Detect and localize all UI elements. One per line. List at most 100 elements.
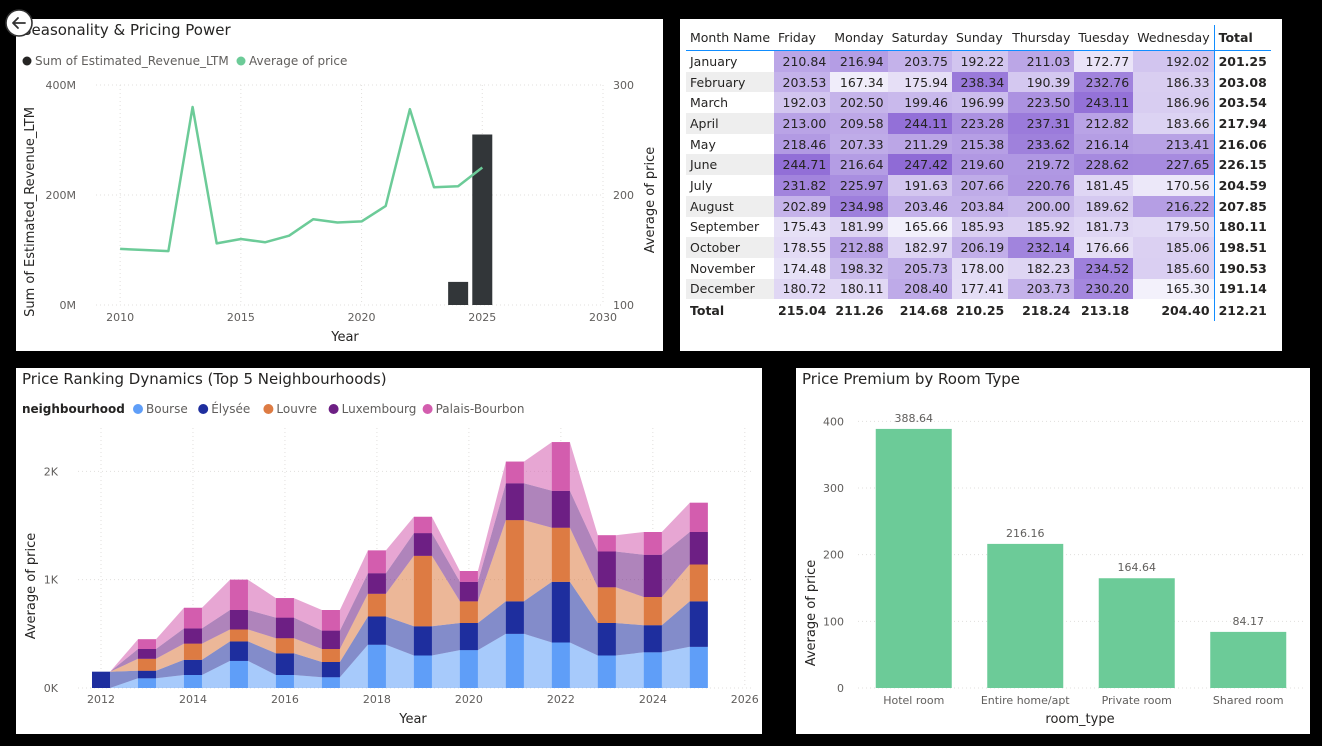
chart1-ylabel-right: Average of price: [643, 147, 658, 254]
area-segment-3-2018: [367, 573, 386, 594]
matrix-cell: 216.14: [1074, 133, 1134, 155]
matrix-cell: 215.38: [951, 133, 1009, 155]
area-segment-3-2021: [505, 483, 524, 521]
matrix-col-header[interactable]: Tuesday: [1078, 30, 1130, 45]
legend-title-neighbourhood: neighbourhood: [22, 402, 125, 416]
matrix-row: October 178.55 212.88 182.97 206.19 232.14 176…: [686, 237, 1271, 258]
matrix-cell: 218.46: [774, 133, 831, 155]
matrix-cell: 182.23: [1008, 257, 1075, 279]
area-segment-0-2020: [459, 650, 478, 688]
chart3-ytick: 0K: [44, 682, 59, 695]
matrix-cell: 203.73: [1008, 278, 1075, 300]
matrix-cell: 203.75: [887, 50, 952, 72]
matrix-row-total: 190.53: [1218, 260, 1267, 276]
chart4-xtick-3: Shared room: [1213, 694, 1284, 707]
matrix-cell: 202.89: [774, 195, 831, 217]
chart3-ytick: 1K: [44, 574, 59, 587]
matrix-cell: 179.50: [1133, 216, 1215, 238]
matrix-cell: 183.66: [1133, 113, 1215, 134]
chart3-legend: neighbourhood Bourse Élysée Louvre Luxembou…: [22, 401, 525, 416]
area-segment-4-2016: [275, 598, 294, 618]
chart1-xtick: 2025: [468, 311, 496, 324]
matrix-cell: 212.82: [1074, 113, 1134, 134]
area-segment-3-2019: [413, 533, 432, 556]
matrix-total-cell: 212.21: [1218, 302, 1267, 318]
chart1-ytick-left: 200M: [46, 189, 77, 202]
chart1-xtick: 2020: [348, 311, 376, 324]
area-segment-4-2013: [137, 639, 156, 649]
area-segment-4-2020: [459, 571, 478, 582]
ranking-panel: Price Ranking Dynamics (Top 5 Neighbourh…: [16, 368, 762, 734]
matrix-cell: 178.55: [774, 237, 831, 258]
legend-marker-4: [422, 404, 433, 414]
area-segment-1-2025: [689, 601, 708, 647]
matrix-col-header[interactable]: Month Name: [690, 30, 771, 45]
back-arrow-icon[interactable]: [4, 8, 34, 38]
matrix-col-header[interactable]: Monday: [834, 30, 884, 45]
area-segment-1-2018: [367, 616, 386, 645]
matrix-cell: 210.84: [774, 50, 831, 72]
chart4-xtick-0: Hotel room: [883, 694, 944, 707]
matrix-cell: 182.97: [887, 237, 952, 258]
chart1-xtick: 2015: [227, 311, 255, 324]
matrix-cell: 196.99: [951, 92, 1009, 114]
matrix-col-header[interactable]: Wednesday: [1133, 25, 1215, 51]
matrix-cell: 211.03: [1008, 50, 1075, 72]
chart1-ytick-left: 400M: [46, 79, 77, 92]
matrix-cell: 244.71: [774, 154, 831, 176]
matrix-total-cell: 211.26: [835, 302, 884, 318]
matrix-total-row: Total 215.04 211.26 214.68 210.25 218.24 213.1…: [686, 299, 1271, 322]
matrix-cell: 216.22: [1133, 195, 1215, 217]
matrix-cell: 208.40: [887, 278, 952, 300]
matrix-cell: 234.52: [1074, 257, 1134, 279]
chart4-xtick-1: Entire home/apt: [981, 694, 1070, 707]
matrix-row: November 174.48 198.32 205.73 178.00 182.23 23…: [686, 257, 1271, 279]
room-type-bar-0: [875, 428, 952, 688]
matrix-cell: 186.96: [1133, 92, 1215, 114]
matrix-cell: 207.66: [951, 175, 1009, 196]
bar-data-label-2: 164.64: [1118, 561, 1157, 574]
chart3-xtick: 2012: [87, 693, 115, 706]
matrix-cell: 223.28: [951, 113, 1009, 134]
matrix-cell: 199.46: [887, 92, 952, 114]
matrix-cell: 192.22: [951, 50, 1009, 72]
matrix-row: January 210.84 216.94 203.75 192.22 211.03 172…: [686, 50, 1271, 72]
matrix-col-header[interactable]: Total: [1218, 30, 1253, 45]
area-segment-1-2016: [275, 653, 294, 675]
matrix-cell: 189.62: [1074, 195, 1134, 217]
matrix-row-total: 216.06: [1218, 136, 1267, 152]
matrix-col-header[interactable]: Saturday: [891, 30, 948, 45]
area-segment-0-2019: [413, 655, 432, 688]
matrix-cell: 185.93: [951, 216, 1009, 238]
area-segment-0-2023: [597, 655, 616, 688]
legend-marker-price: [236, 56, 246, 66]
matrix-total-cell: 204.40: [1133, 299, 1215, 322]
room-type-bar-1: [987, 543, 1064, 688]
matrix-row-header: December: [686, 278, 775, 300]
matrix-cell: 232.14: [1008, 237, 1075, 258]
area-segment-2-2013: [137, 658, 156, 671]
matrix-col-header[interactable]: Friday: [778, 30, 816, 45]
matrix-col-header[interactable]: Thursday: [1012, 30, 1071, 45]
matrix-row-header: March: [686, 92, 775, 114]
area-segment-3-2014: [183, 628, 202, 644]
matrix-row: December 180.72 180.11 208.40 177.41 203.73 23…: [686, 278, 1271, 300]
area-segment-4-2023: [597, 535, 616, 552]
matrix-cell: 216.94: [830, 50, 888, 72]
area-segment-2-2020: [459, 601, 478, 623]
area-segment-4-2021: [505, 461, 524, 484]
revenue-bar-2024: [448, 281, 469, 305]
matrix-header-row: Month Name Friday Monday Saturday Sunday Thur…: [686, 25, 1271, 51]
legend-marker-1: [198, 404, 209, 414]
seasonality-panel: Seasonality & Pricing Power Sum of Estim…: [16, 19, 663, 351]
matrix-col-header[interactable]: Sunday: [955, 30, 1003, 45]
chart1-xlabel: Year: [330, 330, 359, 345]
chart1-xtick: 2030: [589, 311, 617, 324]
chart4-ytick: 300: [823, 482, 844, 495]
matrix-cell: 175.94: [887, 71, 952, 93]
legend-marker-3: [328, 404, 339, 414]
area-segment-4-2019: [413, 516, 432, 534]
matrix-cell: 165.30: [1133, 278, 1215, 300]
matrix-body: January 210.84 216.94 203.75 192.22 211.03 172…: [686, 50, 1271, 322]
area-segment-1-2017: [321, 662, 340, 678]
